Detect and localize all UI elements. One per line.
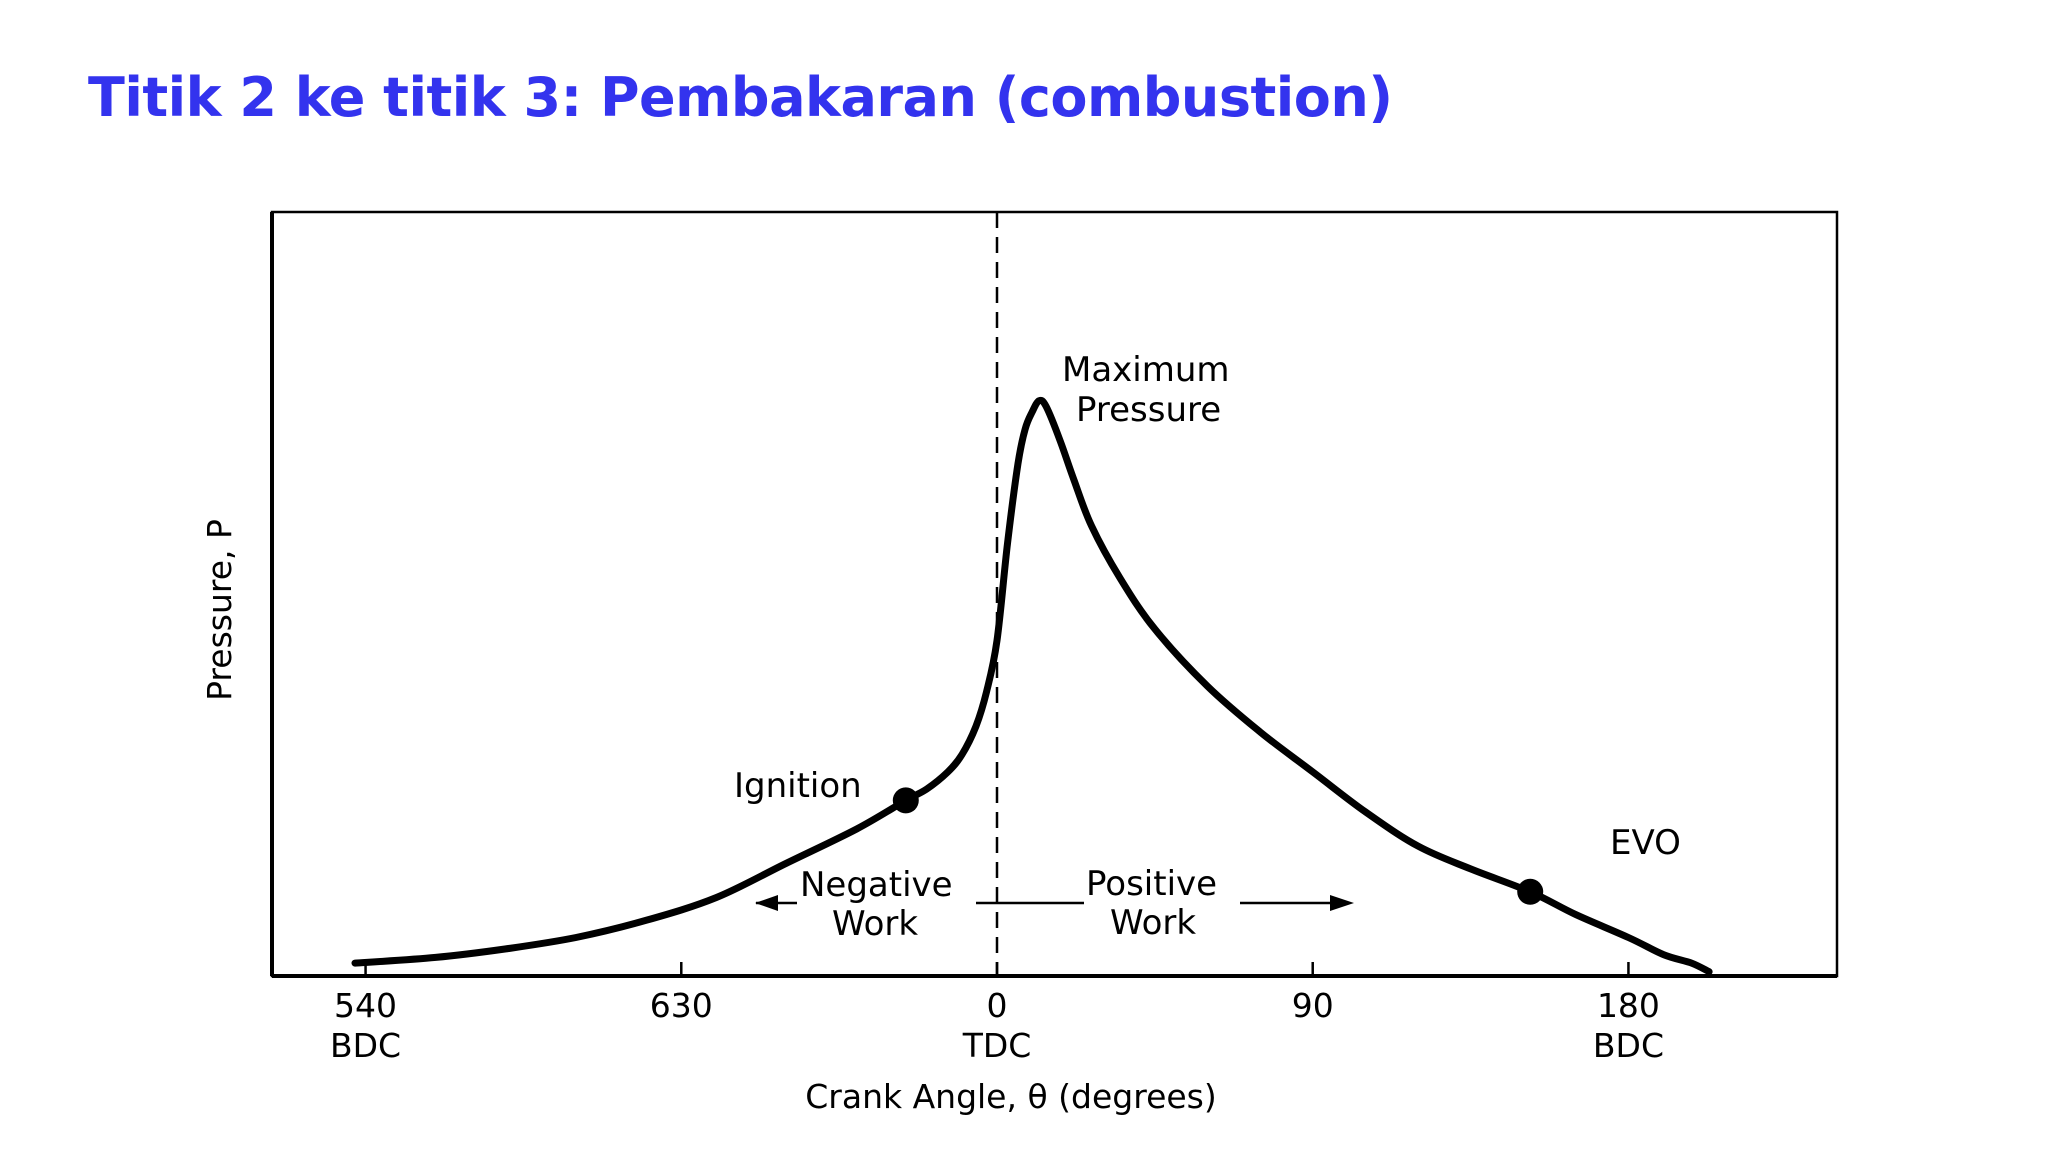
slide-title: Titik 2 ke titik 3: Pembakaran (combusti…: [88, 66, 1393, 129]
x-tick-label-540: 540: [334, 986, 397, 1025]
x-tick-sublabel-bdc: BDC: [330, 1026, 401, 1065]
x-tick-label-630: 630: [650, 986, 713, 1025]
positive-work-label: Positive: [1086, 864, 1217, 904]
ignition-label: Ignition: [734, 766, 862, 806]
x-tick-label-180: 180: [1597, 986, 1660, 1025]
negative-work-label-2: Work: [832, 904, 918, 944]
evo-marker: [1517, 878, 1544, 905]
y-axis-title: Pressure, P: [200, 519, 239, 701]
plot-frame: [270, 210, 1839, 978]
x-axis-title: Crank Angle, θ (degrees): [805, 1077, 1217, 1116]
max-pressure-label: Maximum: [1062, 350, 1230, 390]
x-tick-label-0: 0: [987, 986, 1008, 1025]
negative-work-arrowhead: [755, 895, 778, 911]
x-tick-label-90: 90: [1292, 986, 1334, 1025]
pressure-curve: [351, 396, 1713, 976]
negative-work-label: Negative: [800, 865, 953, 905]
max-pressure-label-2: Pressure: [1076, 390, 1221, 430]
evo-label: EVO: [1610, 823, 1681, 863]
positive-work-arrowhead: [1330, 895, 1354, 911]
x-tick-sublabel-bdc: BDC: [1593, 1026, 1664, 1065]
positive-work-label-2: Work: [1110, 903, 1196, 943]
x-tick-sublabel-tdc: TDC: [962, 1026, 1032, 1065]
ignition-marker: [892, 787, 919, 814]
